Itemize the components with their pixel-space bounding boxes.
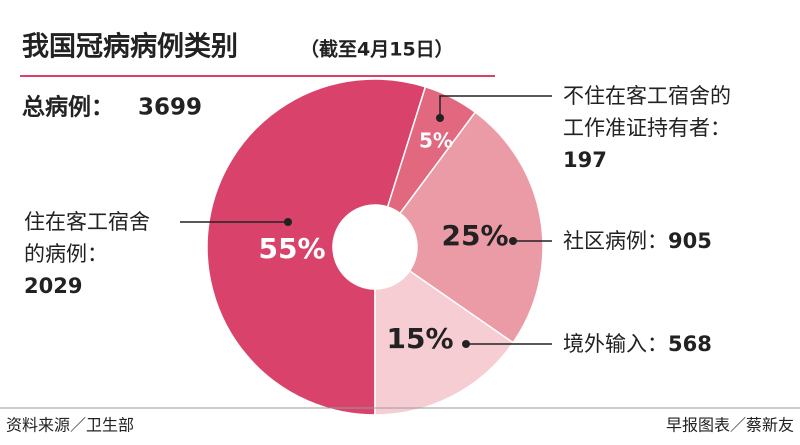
slice (374, 269, 515, 416)
category-label: 境外输入： (563, 332, 668, 356)
chart-subtitle: （截至4月15日） (300, 38, 454, 61)
share-label: 5% (419, 129, 453, 153)
value-label: 568 (668, 332, 712, 356)
callout-line (439, 95, 552, 118)
donut (206, 78, 544, 416)
callouts (180, 95, 552, 345)
callout-dots (284, 114, 517, 348)
source: 资料来源／卫生部 (6, 416, 134, 435)
slice (206, 78, 427, 416)
share-label: 15% (386, 322, 453, 355)
total-value: 3699 (138, 95, 202, 121)
chart-title: 我国冠病病例类别 (22, 32, 238, 63)
category-label: 社区病例： (563, 229, 668, 253)
slice-label: 社区病例：905 (563, 225, 793, 257)
credit: 早报图表／蔡新友 (666, 416, 794, 435)
callout-dot (462, 340, 470, 348)
callout-dot (436, 114, 444, 122)
share-label: 25% (441, 219, 508, 252)
slice-label: 不住在客工宿舍的工作准证持有者： 197 (563, 80, 748, 176)
value-label: 2029 (24, 274, 83, 298)
callout-dot (284, 218, 292, 226)
total-label: 总病例： (22, 94, 114, 121)
slice-label: 境外输入：568 (563, 328, 793, 360)
category-label: 不住在客工宿舍的工作准证持有者： (563, 84, 731, 140)
slice (399, 111, 544, 344)
category-label: 住在客工宿舍的病例： (24, 210, 150, 266)
value-label: 197 (563, 148, 607, 172)
share-label: 55% (258, 232, 325, 265)
callout-dot (509, 237, 517, 245)
slice-label: 住在客工宿舍的病例： 2029 (24, 206, 164, 302)
value-label: 905 (668, 229, 712, 253)
